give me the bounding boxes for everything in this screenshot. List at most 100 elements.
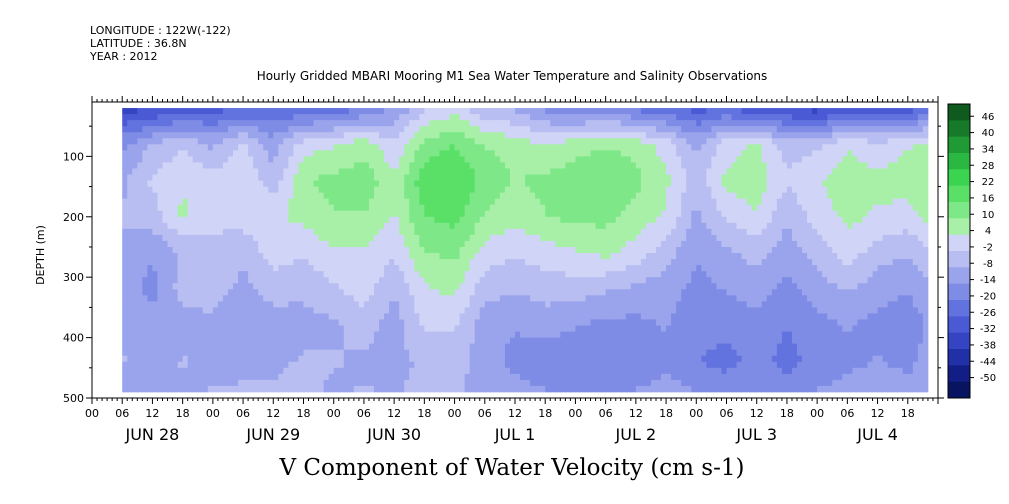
heatmap-cell [560,379,566,387]
heatmap-cell [444,198,450,206]
heatmap-cell [308,301,314,308]
heatmap-cell [484,295,491,302]
heatmap-cell [379,379,385,387]
heatmap-cell [585,108,591,115]
heatmap-cell [454,192,461,200]
heatmap-cell [353,301,360,308]
heatmap-cell [217,343,224,351]
heatmap-cell [565,385,571,393]
heatmap-cell [399,126,405,133]
heatmap-cell [384,265,390,272]
heatmap-cell [454,150,461,157]
heatmap-cell [494,379,501,387]
heatmap-cell [570,216,576,224]
heatmap-cell [449,156,455,163]
heatmap-cell [620,198,627,206]
heatmap-cell [384,325,390,332]
heatmap-cell [635,385,642,393]
heatmap-cell [535,355,541,363]
heatmap-cell [550,349,556,357]
heatmap-cell [137,144,143,151]
heatmap-cell [630,216,637,224]
heatmap-cell [172,246,179,254]
heatmap-cell [600,379,607,387]
heatmap-cell [333,156,340,163]
heatmap-cell [288,367,294,375]
heatmap-cell [122,331,128,338]
heatmap-cell [323,349,330,357]
heatmap-cell [610,180,617,187]
heatmap-cell [323,271,330,278]
heatmap-cell [494,373,501,381]
heatmap-cell [122,313,128,320]
heatmap-cell [122,132,128,139]
heatmap-cell [202,301,209,308]
heatmap-cell [419,259,425,266]
heatmap-cell [580,283,586,290]
heatmap-cell [127,373,133,381]
heatmap-cell [248,132,254,139]
heatmap-cell [238,192,244,200]
heatmap-cell [469,156,476,163]
heatmap-cell [157,168,163,175]
heatmap-cell [484,265,491,272]
heatmap-cell [575,361,581,369]
heatmap-cell [142,132,148,139]
heatmap-cell [620,355,627,363]
heatmap-cell [394,319,400,326]
heatmap-cell [444,240,450,248]
heatmap-cell [298,144,304,151]
heatmap-cell [283,234,289,242]
heatmap-cell [530,283,536,290]
heatmap-cell [233,307,239,314]
heatmap-cell [525,259,531,266]
heatmap-cell [238,156,244,163]
heatmap-cell [333,259,340,266]
heatmap-cell [238,138,244,145]
heatmap-cell [560,234,566,242]
heatmap-cell [207,307,214,314]
heatmap-cell [177,144,184,151]
heatmap-cell [414,277,420,284]
heatmap-cell [333,325,340,332]
heatmap-cell [358,234,365,242]
heatmap-cell [479,277,486,284]
heatmap-cell [535,162,541,169]
heatmap-cell [635,228,642,236]
heatmap-cell [172,307,179,314]
heatmap-cell [610,367,617,375]
heatmap-cell [474,234,481,242]
heatmap-cell [233,150,239,157]
heatmap-cell [238,120,244,127]
heatmap-cell [605,198,612,206]
heatmap-cell [389,204,395,212]
heatmap-cell [348,216,355,224]
heatmap-cell [540,234,546,242]
heatmap-cell [530,301,536,308]
heatmap-cell [525,307,531,314]
heatmap-cell [379,283,385,290]
heatmap-cell [419,361,425,369]
heatmap-cell [358,253,365,260]
heatmap-cell [217,204,224,212]
heatmap-cell [278,156,284,163]
heatmap-cell [243,385,249,393]
heatmap-cell [600,144,607,151]
heatmap-cell [635,192,642,200]
heatmap-cell [474,331,481,338]
heatmap-cell [368,210,375,218]
heatmap-cell [202,337,209,345]
heatmap-cell [298,271,304,278]
heatmap-cell [414,204,420,212]
heatmap-cell [525,180,531,187]
heatmap-cell [147,277,153,284]
heatmap-cell [238,313,244,320]
heatmap-cell [600,114,607,121]
heatmap-cell [353,222,360,230]
heatmap-cell [595,156,602,163]
heatmap-cell [560,349,566,357]
heatmap-cell [474,222,481,230]
heatmap-cell [580,138,586,145]
heatmap-cell [298,198,304,206]
heatmap-cell [479,114,486,121]
